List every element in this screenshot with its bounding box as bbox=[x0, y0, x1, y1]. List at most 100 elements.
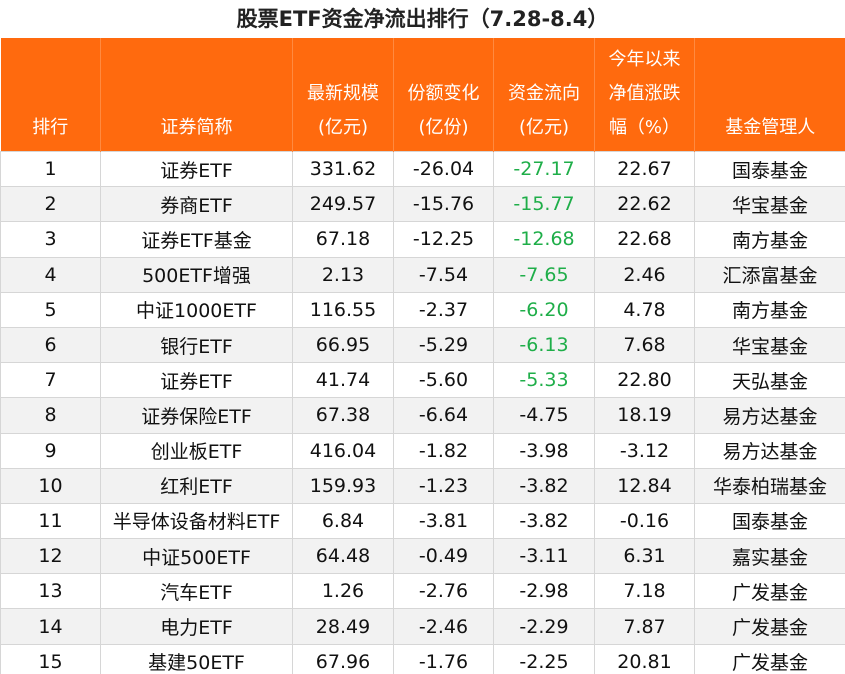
table-cell: 中证1000ETF bbox=[100, 291, 293, 328]
table-row: 1 证券ETF 331.62 -26.04 -27.17 22.67 国泰基金 bbox=[0, 150, 845, 188]
table-cell: 6.84 bbox=[292, 502, 394, 540]
table-cell: 证券ETF基金 bbox=[100, 221, 293, 258]
header-line: 份额变化 bbox=[407, 83, 480, 104]
table-cell: 28.49 bbox=[292, 608, 394, 645]
table-cell: -5.29 bbox=[393, 326, 494, 364]
table-cell: 14 bbox=[0, 608, 101, 645]
table-cell: 广发基金 bbox=[694, 643, 845, 674]
table-cell: 红利ETF bbox=[100, 467, 293, 504]
header-line: 今年以来 bbox=[608, 49, 681, 70]
table-cell: 22.62 bbox=[594, 186, 695, 223]
table-cell: -1.23 bbox=[393, 467, 494, 504]
table-row: 5 中证1000ETF 116.55 -2.37 -6.20 4.78 南方基金 bbox=[0, 291, 845, 328]
table-cell: 7.18 bbox=[594, 573, 695, 610]
table-row: 14 电力ETF 28.49 -2.46 -2.29 7.87 广发基金 bbox=[0, 608, 845, 645]
header-cell: 最新规模 (亿元) bbox=[292, 38, 394, 152]
table-row: 2 券商ETF 249.57 -15.76 -15.77 22.62 华宝基金 bbox=[0, 186, 845, 223]
table-cell: -5.33 bbox=[493, 362, 595, 399]
table-cell: 7.87 bbox=[594, 608, 695, 645]
table-cell: 创业板ETF bbox=[100, 432, 293, 469]
table-cell: 11 bbox=[0, 502, 101, 540]
header-line: 净值涨跌 bbox=[608, 83, 681, 104]
table-cell: 15 bbox=[0, 643, 101, 674]
table-cell: -3.82 bbox=[493, 467, 595, 504]
table-cell: 22.67 bbox=[594, 150, 695, 188]
table-cell: -15.76 bbox=[393, 186, 494, 223]
table-cell: 22.80 bbox=[594, 362, 695, 399]
header-cell: 资金流向 (亿元) bbox=[493, 38, 595, 152]
header-line: 幅（%） bbox=[608, 117, 681, 138]
table-row: 7 证券ETF 41.74 -5.60 -5.33 22.80 天弘基金 bbox=[0, 362, 845, 399]
header-line: 资金流向 bbox=[508, 83, 580, 104]
table-cell: -6.13 bbox=[493, 326, 595, 364]
table-cell: -6.20 bbox=[493, 291, 595, 328]
header-cell: 今年以来净值涨跌幅（%） bbox=[594, 38, 695, 152]
fund-table: 排行 证券简称 最新规模 (亿元) 份额变化 (亿份) 资金流向 (亿元) 今年以来净值涨跌幅（… bbox=[0, 38, 845, 674]
table-row: 4 500ETF增强 2.13 -7.54 -7.65 2.46 汇添富基金 bbox=[0, 256, 845, 293]
table-cell: -7.54 bbox=[393, 256, 494, 293]
table-cell: 2 bbox=[0, 186, 101, 223]
table-cell: 电力ETF bbox=[100, 608, 293, 645]
header-line: 证券简称 bbox=[160, 117, 233, 138]
table-cell: 华宝基金 bbox=[694, 186, 845, 223]
table-cell: 6.31 bbox=[594, 538, 695, 575]
table-cell: 汽车ETF bbox=[100, 573, 293, 610]
table-row: 13 汽车ETF 1.26 -2.76 -2.98 7.18 广发基金 bbox=[0, 573, 845, 610]
table-row: 15 基建50ETF 67.96 -1.76 -2.25 20.81 广发基金 bbox=[0, 643, 845, 674]
table-cell: 证券保险ETF bbox=[100, 397, 293, 434]
header-cell: 份额变化 (亿份) bbox=[393, 38, 494, 152]
table-cell: 银行ETF bbox=[100, 326, 293, 364]
table-cell: 500ETF增强 bbox=[100, 256, 293, 293]
table-cell: 12 bbox=[0, 538, 101, 575]
table-cell: 证券ETF bbox=[100, 362, 293, 399]
table-cell: 331.62 bbox=[292, 150, 394, 188]
table-cell: 116.55 bbox=[292, 291, 394, 328]
header-line: 排行 bbox=[32, 117, 69, 138]
table-row: 9 创业板ETF 416.04 -1.82 -3.98 -3.12 易方达基金 bbox=[0, 432, 845, 469]
table-cell: 67.38 bbox=[292, 397, 394, 434]
table-cell: -3.11 bbox=[493, 538, 595, 575]
table-cell: 67.96 bbox=[292, 643, 394, 674]
table-cell: 易方达基金 bbox=[694, 432, 845, 469]
header-line: 基金管理人 bbox=[725, 117, 816, 138]
table-cell: 广发基金 bbox=[694, 608, 845, 645]
table-cell: 华宝基金 bbox=[694, 326, 845, 364]
table-cell: -2.37 bbox=[393, 291, 494, 328]
table-cell: 22.68 bbox=[594, 221, 695, 258]
table-cell: -0.49 bbox=[393, 538, 494, 575]
table-row: 8 证券保险ETF 67.38 -6.64 -4.75 18.19 易方达基金 bbox=[0, 397, 845, 434]
table-cell: 国泰基金 bbox=[694, 150, 845, 188]
table-cell: -7.65 bbox=[493, 256, 595, 293]
table-cell: 66.95 bbox=[292, 326, 394, 364]
table-cell: 2.46 bbox=[594, 256, 695, 293]
table-cell: 证券ETF bbox=[100, 150, 293, 188]
header-cell: 基金管理人 bbox=[694, 38, 845, 152]
table-cell: 南方基金 bbox=[694, 291, 845, 328]
table-cell: -0.16 bbox=[594, 502, 695, 540]
table-cell: 1.26 bbox=[292, 573, 394, 610]
table-cell: 18.19 bbox=[594, 397, 695, 434]
header-line: 最新规模 bbox=[307, 83, 379, 104]
table-row: 6 银行ETF 66.95 -5.29 -6.13 7.68 华宝基金 bbox=[0, 326, 845, 364]
table-cell: 159.93 bbox=[292, 467, 394, 504]
table-cell: 12.84 bbox=[594, 467, 695, 504]
table-cell: 1 bbox=[0, 150, 101, 188]
header-line: (亿元) bbox=[518, 117, 570, 138]
table-cell: 5 bbox=[0, 291, 101, 328]
table-title: 股票ETF资金净流出排行（7.28-8.4） bbox=[0, 0, 845, 38]
table-cell: 4.78 bbox=[594, 291, 695, 328]
header-cell: 排行 bbox=[0, 38, 101, 152]
header-line: (亿元) bbox=[317, 117, 369, 138]
header-line: (亿份) bbox=[418, 117, 469, 138]
table-body: 1 证券ETF 331.62 -26.04 -27.17 22.67 国泰基金 2 券商ETF 2… bbox=[0, 150, 845, 674]
table-cell: 64.48 bbox=[292, 538, 394, 575]
table-cell: 南方基金 bbox=[694, 221, 845, 258]
table-cell: 2.13 bbox=[292, 256, 394, 293]
table-cell: -3.98 bbox=[493, 432, 595, 469]
table-row: 10 红利ETF 159.93 -1.23 -3.82 12.84 华泰柏瑞基金 bbox=[0, 467, 845, 504]
header-cell: 证券简称 bbox=[100, 38, 293, 152]
table-cell: -12.25 bbox=[393, 221, 494, 258]
table-cell: -3.81 bbox=[393, 502, 494, 540]
table-cell: -1.76 bbox=[393, 643, 494, 674]
